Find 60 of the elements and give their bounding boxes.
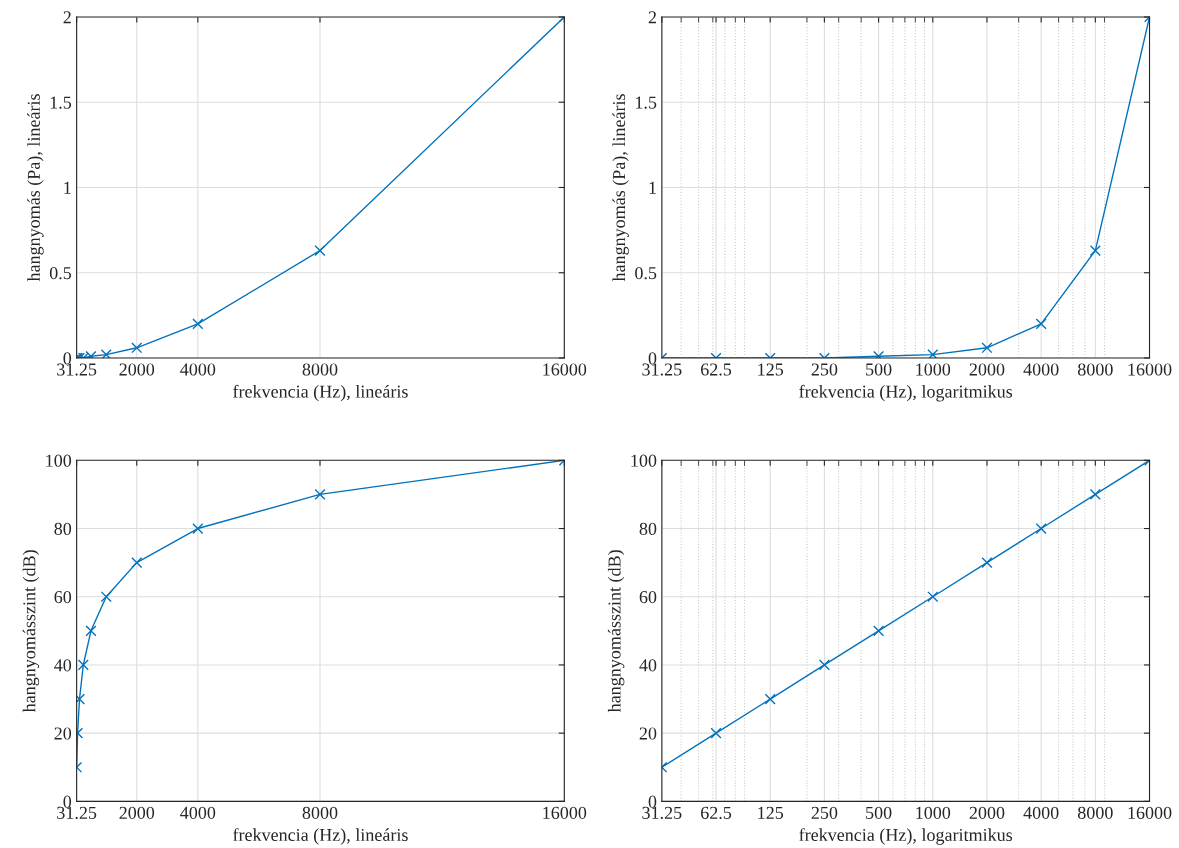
x-tick-label: 4000: [180, 806, 216, 819]
y-tick-label: 80: [639, 522, 657, 535]
x-axis-title: frekvencia (Hz), logaritmikus: [799, 828, 1013, 845]
x-tick-label: 125: [758, 363, 784, 376]
x-tick-label: 16000: [1128, 363, 1172, 376]
y-tick-label: 2: [648, 11, 656, 24]
x-tick-label: 2000: [119, 363, 155, 376]
x-tick-label: 1000: [916, 363, 951, 376]
x-tick-label: 62.5: [701, 806, 732, 820]
y-tick-label: 20: [639, 727, 657, 740]
y-tick-label: 20: [54, 727, 72, 740]
x-tick-label: 31.25: [57, 363, 97, 376]
x-axis-title: frekvencia (Hz), logaritmikus: [799, 384, 1013, 402]
x-tick-label: 31.25: [57, 806, 97, 820]
y-tick-label: 0: [648, 352, 657, 365]
x-tick-label: 8000: [1077, 363, 1113, 376]
y-tick-label: 0.5: [49, 267, 72, 280]
x-tick-label: 8000: [1077, 806, 1113, 819]
y-tick-label: 40: [54, 659, 72, 672]
y-axis-title: hangnyomásszint (dB): [22, 550, 40, 713]
y-tick-label: 1: [649, 181, 656, 194]
x-tick-label: 500: [866, 363, 892, 376]
y-tick-label: 1.5: [636, 96, 657, 109]
x-tick-label: 8000: [302, 806, 338, 819]
y-tick-label: 1.5: [50, 96, 72, 109]
x-tick-label: 62.5: [701, 363, 732, 376]
x-tick-label: 4000: [180, 363, 216, 376]
y-tick-label: 60: [54, 590, 72, 604]
y-tick-label: 0: [63, 795, 72, 808]
y-tick-label: 100: [631, 454, 657, 467]
y-tick-label: 40: [639, 659, 657, 672]
x-tick-label: 2000: [969, 806, 1005, 819]
y-tick-label: 60: [639, 590, 657, 604]
y-axis-title: hangnyomás (Pa), lineáris: [27, 94, 44, 282]
x-tick-label: 16000: [1128, 806, 1172, 819]
y-tick-label: 80: [54, 522, 72, 535]
y-tick-label: 100: [46, 454, 72, 467]
x-tick-label: 2000: [119, 806, 155, 819]
x-tick-label: 1000: [916, 806, 951, 819]
x-tick-label: 125: [758, 806, 784, 819]
x-axis-title: frekvencia (Hz), lineáris: [233, 384, 408, 402]
x-tick-label: 250: [811, 363, 838, 376]
x-tick-label: 4000: [1023, 363, 1059, 376]
x-tick-label: 31.25: [642, 363, 682, 376]
x-tick-label: 4000: [1023, 806, 1059, 819]
x-tick-label: 2000: [969, 363, 1005, 376]
y-tick-label: 0: [63, 352, 72, 365]
y-axis-title: hangnyomásszint (dB): [607, 550, 625, 713]
x-tick-label: 16000: [543, 806, 587, 819]
x-tick-label: 500: [866, 806, 892, 819]
x-tick-label: 8000: [302, 363, 338, 376]
x-tick-label: 16000: [543, 363, 587, 376]
y-tick-label: 0.5: [635, 267, 657, 280]
y-tick-label: 1: [64, 181, 71, 194]
x-tick-label: 250: [811, 806, 838, 819]
x-tick-label: 31.25: [642, 806, 682, 820]
y-tick-label: 0: [648, 795, 657, 808]
y-axis-title: hangnyomás (Pa), lineáris: [612, 94, 629, 282]
x-axis-title: frekvencia (Hz), lineáris: [233, 828, 408, 845]
y-tick-label: 2: [63, 11, 71, 24]
